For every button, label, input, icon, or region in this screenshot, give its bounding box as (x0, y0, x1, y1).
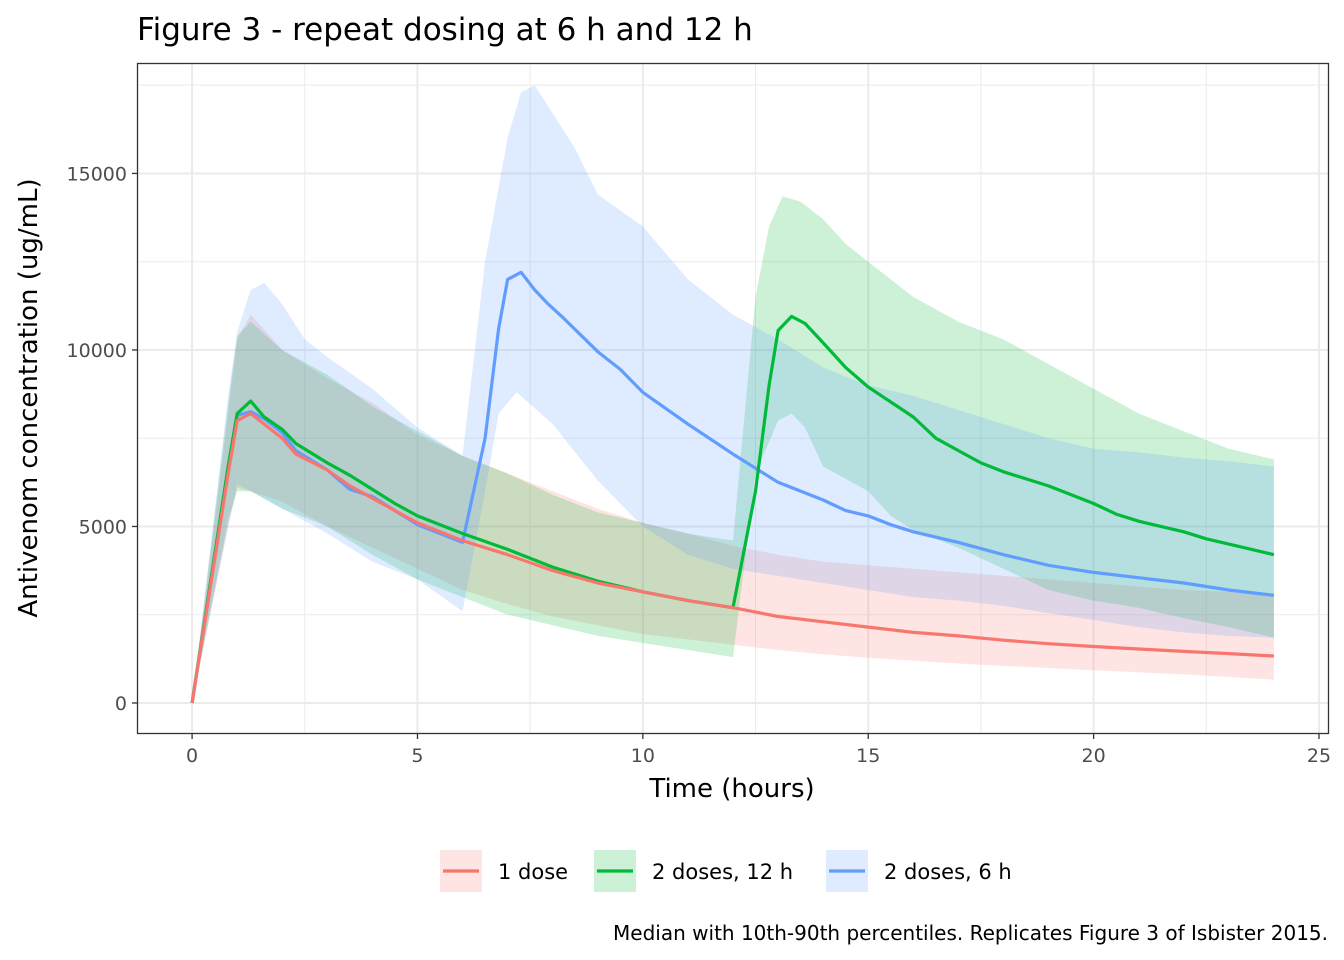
y-axis-title: Antivenom concentration (ug/mL) (14, 178, 44, 617)
line-2-doses-6-h (190, 270, 1275, 704)
y-tick-label: 5000 (79, 516, 127, 538)
y-tick-label: 10000 (67, 340, 127, 362)
x-axis: 0 5 10 15 20 25 (186, 733, 1331, 767)
x-tick-label: 5 (411, 745, 423, 767)
legend-label-1-dose: 1 dose (498, 860, 568, 884)
line-2-doses-12-h (190, 314, 1275, 704)
line-1-dose (190, 411, 1274, 704)
grid-minor (138, 64, 1328, 733)
x-tick-label: 20 (1082, 745, 1106, 767)
x-tick-label: 25 (1307, 745, 1331, 767)
y-axis: 0 5000 10000 15000 (67, 163, 138, 715)
x-axis-title: Time (hours) (648, 774, 814, 804)
band-1-dose (192, 314, 1274, 703)
legend-label-2-doses-12-h: 2 doses, 12 h (652, 860, 793, 884)
y-tick-label: 15000 (67, 163, 127, 185)
panel-border (136, 62, 1330, 735)
x-tick-label: 10 (631, 745, 655, 767)
y-tick-label: 0 (115, 693, 127, 715)
caption: Median with 10th-90th percentiles. Repli… (613, 921, 1328, 945)
band-2-doses-12-h (192, 196, 1274, 703)
percentile-bands (192, 85, 1274, 703)
legend-label-2-doses-6-h: 2 doses, 6 h (884, 860, 1012, 884)
band-2-doses-6-h (192, 85, 1274, 703)
legend: 1 dose 2 doses, 12 h 2 doses, 6 h (440, 850, 1012, 892)
x-tick-label: 0 (186, 745, 198, 767)
median-lines (190, 270, 1275, 704)
chart-title: Figure 3 - repeat dosing at 6 h and 12 h (137, 12, 753, 48)
x-tick-label: 15 (856, 745, 880, 767)
grid-major (138, 64, 1328, 733)
